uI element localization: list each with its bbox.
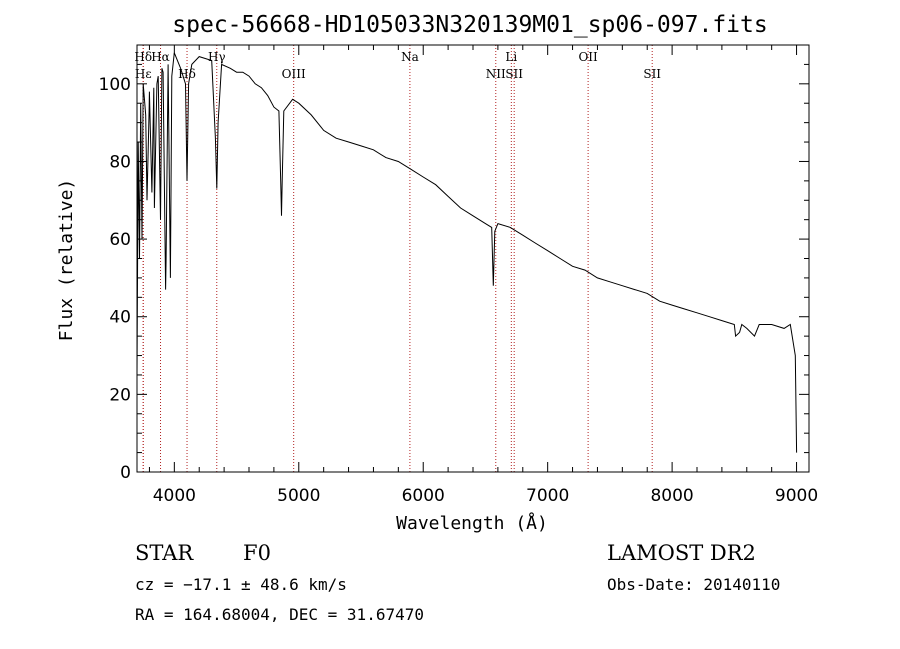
- line-label: NII: [486, 67, 506, 81]
- x-tick-label: 6000: [402, 486, 445, 506]
- y-tick-label: 20: [109, 385, 131, 405]
- y-axis-ticks: 0 20 40 60 80 100: [99, 44, 809, 483]
- plot-frame: [136, 44, 810, 473]
- line-label: Hδ: [134, 50, 152, 64]
- y-tick-label: 80: [109, 152, 131, 172]
- x-axis-ticks: 4000 5000 6000 7000 8000 9000: [148, 45, 818, 506]
- line-label: OII: [578, 50, 598, 64]
- line-label: Hδ: [178, 67, 196, 81]
- ra-dec: RA = 164.68004, DEC = 31.67470: [135, 605, 424, 624]
- observation-date: Obs-Date: 20140110: [607, 575, 780, 594]
- redshift-cz: cz = −17.1 ± 48.6 km/s: [135, 575, 347, 594]
- survey-name: LAMOST DR2: [607, 541, 756, 565]
- x-tick-label: 4000: [153, 486, 196, 506]
- x-tick-label: 9000: [775, 486, 818, 506]
- x-tick-label: 8000: [650, 486, 693, 506]
- x-tick-label: 7000: [526, 486, 569, 506]
- x-axis-label: Wavelength (Å): [396, 512, 548, 534]
- chart-title: spec-56668-HD105033N320139M01_sp06-097.f…: [172, 12, 767, 38]
- y-tick-label: 0: [120, 463, 131, 483]
- spectral-line-markers: [142, 45, 653, 472]
- y-tick-label: 100: [99, 75, 131, 95]
- y-tick-label: 40: [109, 308, 131, 328]
- line-label: Hα: [151, 50, 170, 64]
- spectrum-line: [136, 52, 798, 453]
- line-label: Hγ: [208, 50, 226, 64]
- spectral-subclass: F0: [243, 541, 271, 565]
- x-tick-label: 5000: [277, 486, 320, 506]
- line-label: Li: [505, 50, 517, 64]
- line-label: OIII: [282, 67, 306, 81]
- line-label: Na: [401, 50, 419, 64]
- object-type: STAR: [135, 541, 194, 565]
- line-label: SII: [505, 67, 523, 81]
- y-axis-label: Flux (relative): [56, 179, 77, 342]
- y-tick-label: 60: [109, 230, 131, 250]
- line-label: SII: [643, 67, 661, 81]
- line-label: Hε: [135, 67, 152, 81]
